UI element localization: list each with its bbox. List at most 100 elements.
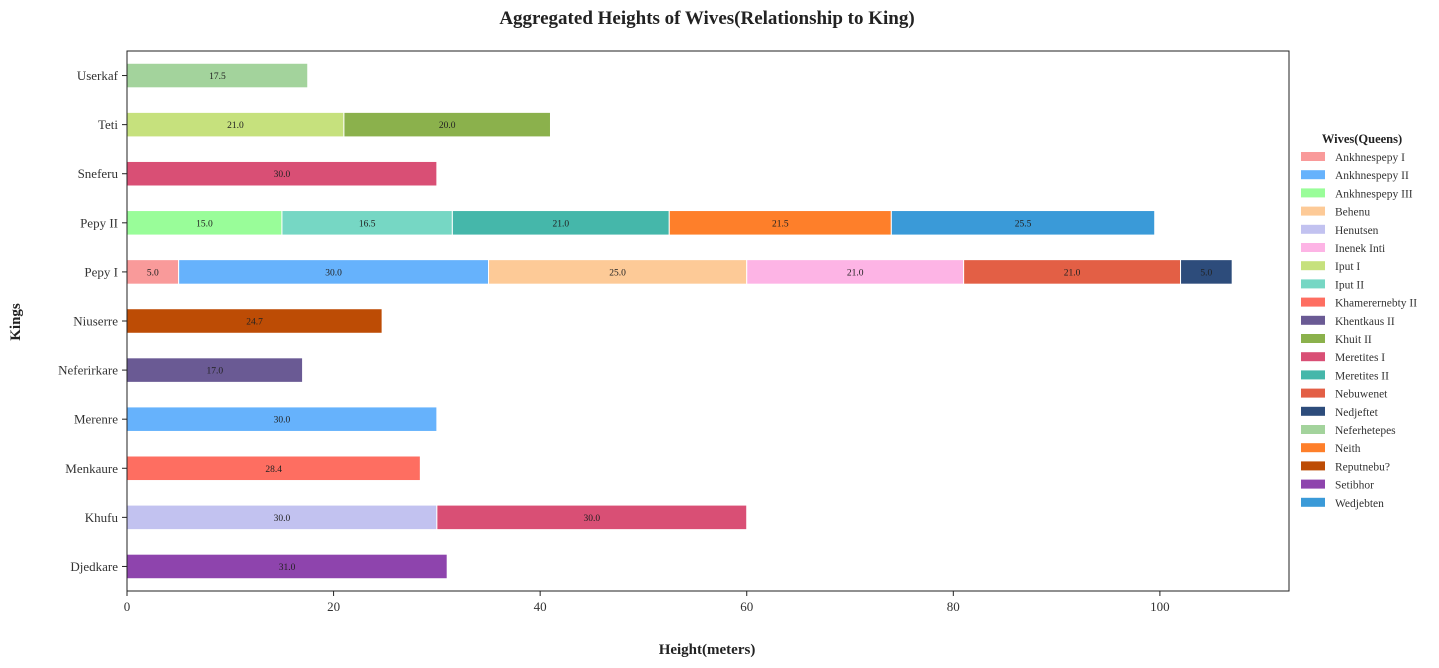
legend-label-reputnebu: Reputnebu? (1335, 461, 1390, 473)
chart-title: Aggregated Heights of Wives(Relationship… (499, 8, 914, 29)
x-tick-label: 100 (1150, 599, 1170, 614)
y-tick-label: Userkaf (77, 68, 119, 83)
bar-value-label: 5.0 (1200, 268, 1212, 278)
bar-value-label: 30.0 (274, 170, 291, 180)
legend-label-behenu: Behenu (1335, 207, 1370, 219)
legend-label-ankhnespepy-i: Ankhnespepy I (1335, 152, 1405, 164)
legend-swatch-nedjeftet (1301, 406, 1325, 416)
legend-label-neith: Neith (1335, 443, 1361, 455)
y-tick-label: Sneferu (78, 166, 119, 181)
bar-value-label: 25.5 (1015, 219, 1032, 229)
legend-label-meretites-ii: Meretites II (1335, 370, 1389, 382)
bar-value-label: 24.7 (246, 318, 263, 328)
legend-swatch-khuit-ii (1301, 334, 1325, 343)
bar-value-label: 20.0 (439, 121, 456, 131)
bar-value-label: 17.5 (209, 72, 226, 82)
legend-label-nedjeftet: Nedjeftet (1335, 407, 1379, 419)
bar-pepy-ii-wedjebten (890, 210, 1156, 236)
legend-swatch-behenu (1301, 206, 1325, 216)
y-tick-label: Pepy II (80, 215, 118, 230)
y-tick-label: Pepy I (84, 264, 118, 279)
x-tick-label: 80 (947, 599, 960, 614)
bar-value-label: 17.0 (206, 367, 223, 377)
bar-value-label: 30.0 (274, 416, 291, 426)
bar-khufu-henutsen (126, 504, 438, 531)
legend-swatch-ankhnespepy-i (1301, 152, 1325, 161)
legend-swatch-setibhor (1301, 479, 1325, 489)
y-tick-label: Menkaure (65, 461, 118, 476)
legend-swatch-khamerernebty-ii (1301, 297, 1325, 307)
y-tick-label: Khufu (85, 510, 119, 525)
x-tick-label: 20 (327, 599, 340, 614)
legend-label-meretites-i: Meretites I (1335, 352, 1385, 364)
bar-value-label: 5.0 (147, 268, 159, 278)
legend-swatch-khentkaus-ii (1301, 315, 1325, 325)
bar-pepy-i-nebuwenet (963, 259, 1182, 285)
plot-area: 31.0 30.0 30.0 28.4 30.0 17.0 24.7 5.0 30.0 25.0 2… (58, 50, 1290, 614)
bar-pepy-ii-neith (668, 210, 892, 236)
bar-pepy-i-behenu (488, 259, 748, 285)
bar-pepy-i-ankhnespepy-ii (178, 259, 490, 285)
bar-value-label: 30.0 (583, 514, 600, 524)
legend-swatch-meretites-ii (1301, 370, 1325, 380)
bar-value-label: 21.0 (553, 219, 570, 229)
legend-label-nebuwenet: Nebuwenet (1335, 389, 1388, 401)
bar-value-label: 21.0 (1064, 268, 1081, 278)
bar-value-label: 25.0 (609, 268, 626, 278)
legend-swatch-meretites-i (1301, 352, 1325, 362)
bar-teti-khuit-ii (343, 111, 551, 138)
bar-sneferu-meretites-i (126, 160, 438, 187)
x-tick-label: 0 (124, 599, 131, 614)
y-tick-label: Djedkare (70, 559, 118, 574)
bar-pepy-ii-ankhnespepy-iii (126, 210, 283, 236)
bar-value-label: 16.5 (359, 219, 376, 229)
legend-label-inenek-inti: Inenek Inti (1335, 243, 1385, 255)
legend-label-wedjebten: Wedjebten (1335, 498, 1384, 510)
y-tick-label: Niuserre (73, 314, 118, 329)
legend-swatch-iput-ii (1301, 279, 1325, 289)
legend-label-khuit-ii: Khuit II (1335, 334, 1372, 346)
legend-swatch-neith (1301, 443, 1325, 453)
y-tick-label: Neferirkare (58, 363, 118, 378)
bar-pepy-i-nedjeftet (1180, 259, 1233, 285)
legend-label-neferhetepes: Neferhetepes (1335, 425, 1396, 437)
legend-title: Wives(Queens) (1322, 132, 1402, 146)
bar-menkaure-khamerernebty-ii (126, 455, 421, 482)
bar-userkaf-neferhetepes (126, 62, 309, 89)
bar-value-label: 31.0 (279, 563, 296, 573)
legend-swatch-henutsen (1301, 224, 1325, 234)
legend-label-setibhor: Setibhor (1335, 480, 1374, 492)
legend: Wives(Queens) Ankhnespepy I Ankhnespepy I… (1301, 132, 1417, 510)
bar-khufu-meretites-i (436, 504, 748, 531)
legend-swatch-ankhnespepy-ii (1301, 170, 1325, 180)
legend-swatch-inenek-inti (1301, 243, 1325, 252)
legend-label-iput-i: Iput I (1335, 261, 1360, 273)
y-tick-label: Merenre (74, 412, 118, 427)
x-axis-label: Height(meters) (659, 642, 756, 658)
legend-label-ankhnespepy-iii: Ankhnespepy III (1335, 188, 1413, 200)
y-tick-label: Teti (98, 117, 118, 132)
legend-label-khentkaus-ii: Khentkaus II (1335, 316, 1395, 328)
bar-value-label: 21.0 (227, 121, 244, 131)
bar-value-label: 30.0 (325, 268, 342, 278)
bar-value-label: 21.0 (847, 268, 864, 278)
legend-swatch-neferhetepes (1301, 425, 1325, 434)
bar-teti-iput-i (126, 111, 345, 138)
bar-pepy-ii-meretites-ii (451, 210, 670, 236)
y-axis-label: Kings (8, 303, 24, 341)
legend-swatch-iput-i (1301, 261, 1325, 271)
legend-swatch-wedjebten (1301, 497, 1325, 507)
bar-value-label: 28.4 (265, 465, 282, 475)
legend-swatch-ankhnespepy-iii (1301, 188, 1325, 198)
bar-merenre-ankhnespepy-ii (126, 406, 438, 432)
legend-label-henutsen: Henutsen (1335, 225, 1379, 237)
bar-value-label: 21.5 (772, 219, 789, 229)
bar-value-label: 30.0 (274, 514, 291, 524)
bar-djedkare-setibhor (126, 553, 448, 580)
legend-label-iput-ii: Iput II (1335, 279, 1364, 291)
bar-niuserre-reputnebu (126, 308, 383, 334)
legend-swatch-reputnebu (1301, 461, 1325, 471)
x-tick-label: 40 (534, 599, 547, 614)
